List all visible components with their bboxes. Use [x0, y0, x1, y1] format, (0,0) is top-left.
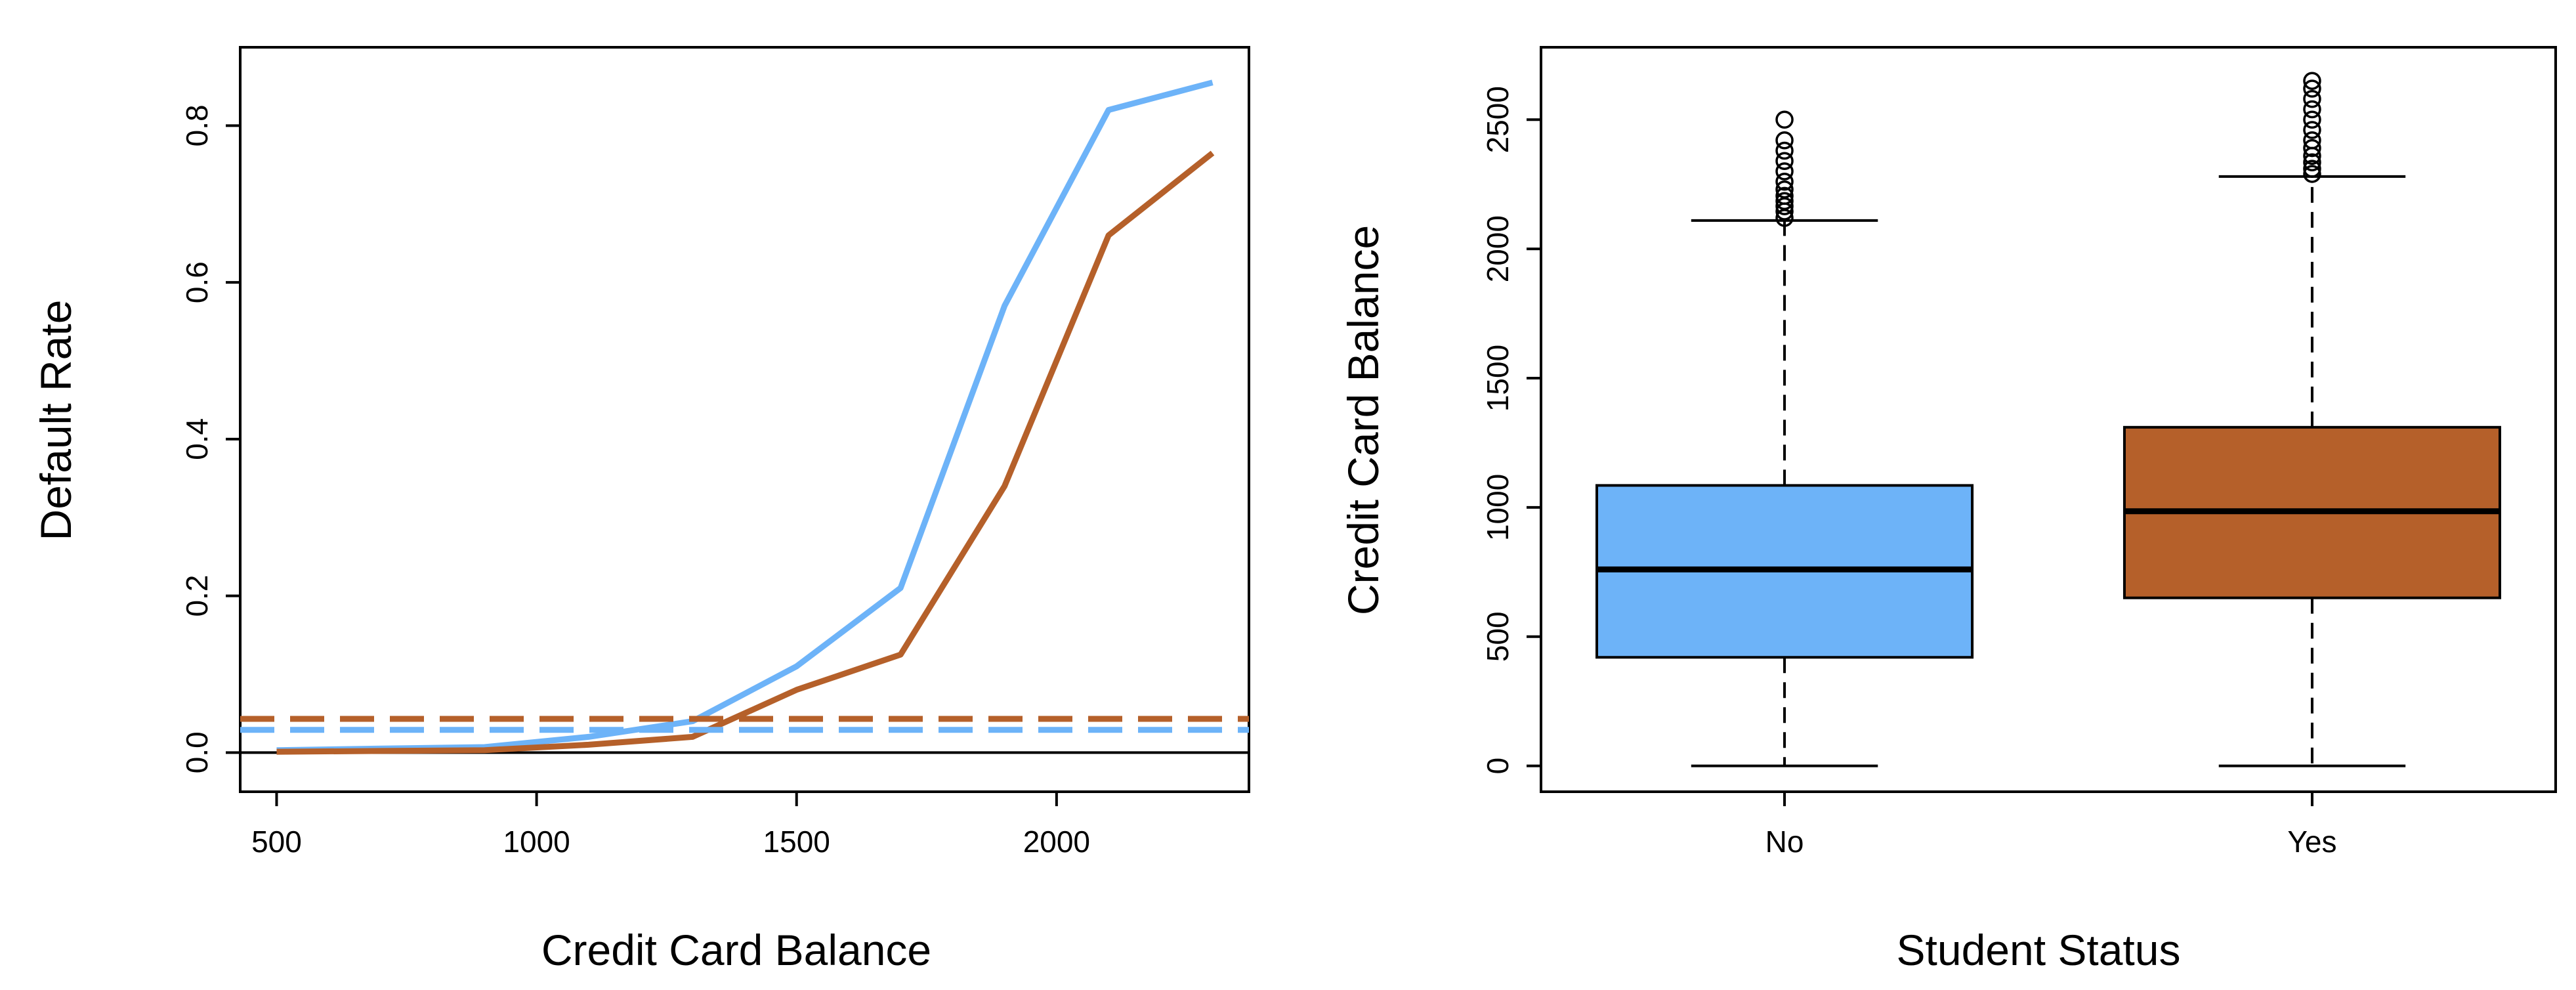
y-tick-label: 1500 — [1481, 345, 1515, 412]
balance-boxplot: No Yes 0 500 1000 1500 2000 2500 Student Statu… — [1339, 46, 2557, 974]
outlier-point — [2303, 121, 2321, 139]
left-x-axis: 500 1000 1500 2000 — [251, 790, 1090, 859]
right-y-axis-title: Credit Card Balance — [1339, 225, 1387, 615]
y-tick-label: 2500 — [1481, 86, 1515, 153]
outlier-point — [1775, 192, 1794, 211]
outlier-point — [2303, 139, 2321, 158]
outlier-point — [1775, 162, 1794, 181]
outlier-point — [1775, 141, 1794, 160]
right-x-axis: No Yes — [1765, 792, 2336, 859]
x-tick-label: Yes — [2287, 825, 2336, 859]
y-tick-label: 0.4 — [180, 418, 214, 460]
outlier-point — [2303, 90, 2321, 108]
x-tick-label: 1500 — [763, 825, 830, 859]
default-rate-line-1 — [276, 150, 1215, 755]
y-tick-label: 0 — [1481, 758, 1515, 775]
x-tick-label: 1000 — [503, 825, 570, 859]
y-tick-label: 0.6 — [180, 261, 214, 303]
outlier-point — [2303, 153, 2321, 171]
x-tick-label: No — [1765, 825, 1804, 859]
y-tick-label: 0.0 — [180, 731, 214, 773]
x-tick-label: 2000 — [1023, 825, 1090, 859]
y-tick-label: 2000 — [1481, 215, 1515, 282]
y-tick-label: 500 — [1481, 611, 1515, 662]
x-tick-label: 500 — [251, 825, 302, 859]
left-y-axis: 0.0 0.2 0.4 0.6 0.8 — [180, 104, 240, 773]
left-chart-marks — [240, 79, 1249, 755]
outlier-point — [2303, 79, 2321, 98]
right-y-axis: 0 500 1000 1500 2000 2500 — [1481, 86, 1542, 775]
y-tick-label: 1000 — [1481, 474, 1515, 541]
outlier-point — [1775, 110, 1794, 129]
outlier-point — [1775, 152, 1794, 170]
outlier-point — [1775, 180, 1794, 199]
outlier-point — [2303, 72, 2321, 90]
outlier-point — [2303, 160, 2321, 178]
outlier-point — [2303, 165, 2321, 183]
outlier-point — [1775, 131, 1794, 150]
default-rate-line-0 — [276, 79, 1214, 754]
outlier-point — [1775, 186, 1794, 205]
default-rate-chart: 500 1000 1500 2000 0.0 0.2 0.4 0.6 0.8 Credit C… — [32, 46, 1250, 974]
right-chart-marks — [1595, 72, 2501, 767]
left-y-axis-title: Default Rate — [32, 300, 80, 541]
right-x-axis-title: Student Status — [1897, 926, 2181, 974]
y-tick-label: 0.8 — [180, 104, 214, 146]
left-plot-frame — [239, 46, 1250, 793]
outlier-point — [1775, 173, 1794, 191]
left-x-axis-title: Credit Card Balance — [541, 926, 931, 974]
right-plot-frame — [1540, 46, 2557, 793]
outlier-point — [2303, 100, 2321, 119]
outlier-point — [2303, 110, 2321, 129]
outlier-point — [2303, 131, 2321, 150]
y-tick-label: 0.2 — [180, 575, 214, 617]
